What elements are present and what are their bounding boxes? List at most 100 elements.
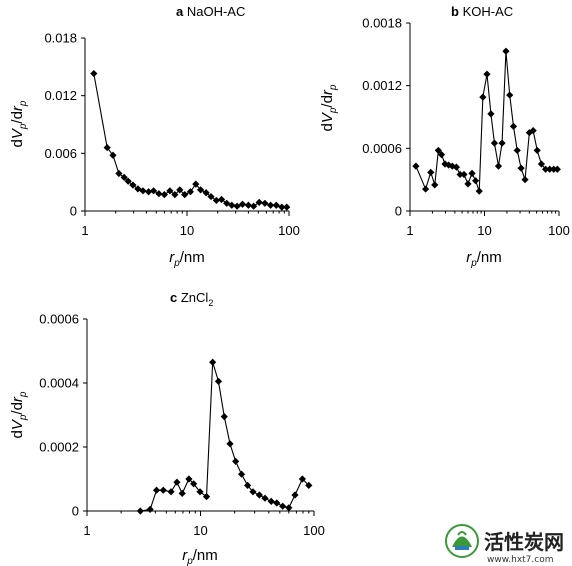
data-point <box>207 192 215 201</box>
data-point <box>278 203 286 211</box>
data-point <box>529 126 537 135</box>
data-point <box>267 497 275 505</box>
data-point <box>513 146 521 155</box>
data-point <box>173 478 181 486</box>
x-tick-label: 100 <box>303 523 325 538</box>
data-point <box>124 177 132 185</box>
data-point <box>261 494 269 502</box>
data-point <box>167 488 175 496</box>
data-point <box>448 162 456 170</box>
data-point <box>472 177 480 185</box>
data-point <box>209 358 217 366</box>
data-point <box>441 160 449 168</box>
data-point <box>427 168 435 176</box>
data-point <box>464 180 472 188</box>
data-point <box>460 170 468 179</box>
data-point <box>437 151 446 159</box>
data-point <box>479 93 487 101</box>
data-point <box>217 195 226 204</box>
data-point <box>190 480 198 488</box>
watermark-name: 活性炭网 <box>484 530 564 554</box>
data-point <box>255 491 263 499</box>
data-point <box>226 440 234 448</box>
data-point <box>498 139 506 147</box>
x-tick-label: 1 <box>81 223 88 238</box>
data-point <box>155 190 163 198</box>
data-point <box>483 70 491 78</box>
y-tick-label: 0.012 <box>44 88 77 103</box>
panel-title: a NaOH-AC <box>176 4 245 19</box>
data-point <box>136 507 144 515</box>
data-point <box>291 491 299 499</box>
x-tick-label: 10 <box>180 223 194 238</box>
data-point <box>412 162 420 170</box>
series-line <box>93 73 287 208</box>
y-tick-label: 0 <box>72 504 79 519</box>
data-point <box>285 504 293 512</box>
data-point <box>422 185 430 193</box>
y-tick-label: 0.0002 <box>39 440 79 455</box>
data-point <box>272 201 280 209</box>
data-point <box>250 202 258 210</box>
data-point <box>546 165 554 173</box>
data-point <box>243 481 252 489</box>
data-point <box>273 499 281 507</box>
x-tick-label: 10 <box>193 523 207 538</box>
data-point <box>120 173 128 181</box>
data-point <box>238 200 247 208</box>
watermark: 活性炭网 www.hxt7.com <box>445 524 564 565</box>
panel-b: 0 0.0006 0.0012 0.0018 1 10 100 b KOH-AC rp/nm dV… <box>319 4 570 269</box>
data-point <box>494 162 503 170</box>
data-point <box>305 481 313 489</box>
data-point <box>525 129 533 137</box>
data-point <box>228 201 236 209</box>
data-point <box>506 91 514 99</box>
data-point <box>146 505 154 513</box>
data-point <box>109 151 117 159</box>
data-point <box>249 488 257 496</box>
x-tick-label: 1 <box>406 223 413 238</box>
data-point <box>232 457 240 465</box>
data-point <box>171 191 179 199</box>
data-point <box>166 187 174 195</box>
data-point <box>521 176 529 184</box>
data-point <box>283 203 291 211</box>
watermark-url: www.hxt7.com <box>487 555 554 565</box>
x-tick-label: 1 <box>83 523 90 538</box>
data-point <box>452 163 461 171</box>
panel-c: 0 0.0002 0.0004 0.0006 1 10 100 c ZnCl2 rp/nm dVp… <box>9 290 325 566</box>
data-point <box>553 165 561 173</box>
data-point <box>233 202 241 210</box>
y-tick-label: 0.0012 <box>362 78 402 93</box>
data-point <box>244 201 253 209</box>
data-point <box>298 475 306 483</box>
data-point <box>434 146 442 155</box>
data-point <box>115 169 123 178</box>
data-point <box>197 186 205 194</box>
data-point <box>541 165 550 173</box>
data-point <box>237 470 246 478</box>
data-point <box>103 143 111 152</box>
data-point <box>202 189 210 197</box>
y-tick-label: 0 <box>395 204 402 219</box>
data-point <box>431 181 439 189</box>
data-point <box>181 191 189 199</box>
data-point <box>266 201 275 209</box>
data-point <box>176 186 184 194</box>
data-point <box>475 187 483 195</box>
panel-title: c ZnCl2 <box>170 290 213 308</box>
data-point <box>456 170 464 179</box>
data-point <box>185 475 193 483</box>
data-point <box>468 169 476 177</box>
data-point <box>186 188 195 196</box>
data-point <box>255 198 263 206</box>
y-axis-label: dVp/drp <box>9 391 29 438</box>
data-point <box>129 181 137 189</box>
data-point <box>487 110 495 118</box>
data-point <box>159 486 167 494</box>
x-axis-label: rp/nm <box>182 547 218 566</box>
panel-title: b KOH-AC <box>451 4 513 19</box>
data-point <box>160 191 168 199</box>
data-point <box>152 486 161 494</box>
